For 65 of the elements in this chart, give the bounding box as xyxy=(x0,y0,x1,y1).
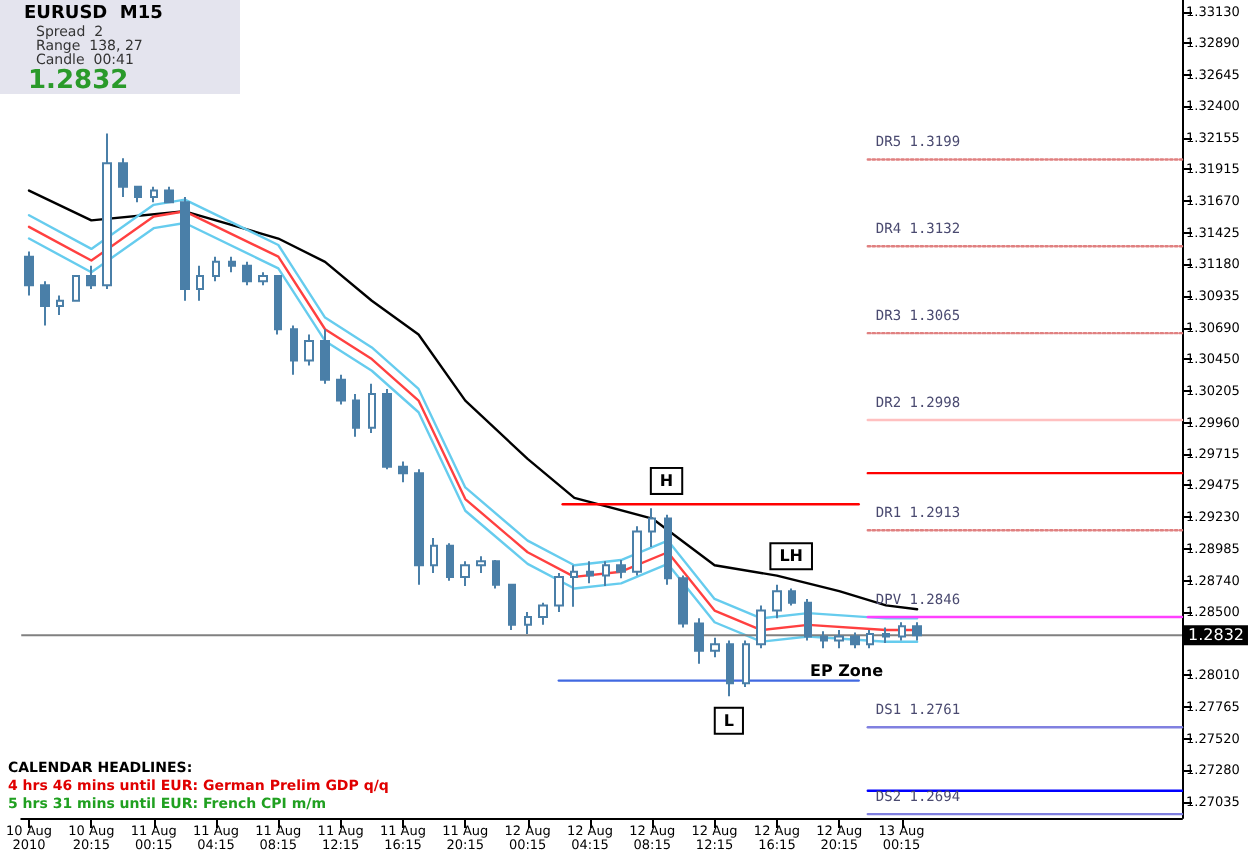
candlestick xyxy=(304,333,314,367)
candlestick xyxy=(24,250,34,297)
candlestick xyxy=(912,621,922,642)
candlestick xyxy=(788,587,796,607)
candlestick xyxy=(134,185,142,204)
candlestick xyxy=(414,468,424,586)
candlestick xyxy=(320,328,330,385)
candlestick xyxy=(492,559,500,590)
candlestick xyxy=(726,639,734,698)
candlestick xyxy=(570,564,578,608)
candlestick xyxy=(664,513,672,586)
candlestick xyxy=(820,630,828,650)
annotation: H xyxy=(659,471,674,490)
candlestick xyxy=(72,275,80,302)
candlestick xyxy=(242,260,252,287)
candlestick xyxy=(648,507,656,549)
candlestick xyxy=(258,271,268,287)
candlestick xyxy=(352,393,360,438)
candlestick xyxy=(150,185,158,204)
candlestick xyxy=(40,280,50,327)
candlestick xyxy=(538,601,548,626)
candlestick xyxy=(508,583,516,632)
ref-line-label: 1.2832 xyxy=(1188,626,1244,645)
candlestick xyxy=(398,460,408,484)
candlestick xyxy=(834,629,844,650)
candlestick xyxy=(850,631,860,650)
candlestick xyxy=(602,560,610,587)
candlestick xyxy=(228,255,236,274)
candlestick xyxy=(180,196,190,302)
candlestick xyxy=(56,294,64,317)
candlestick xyxy=(118,157,128,199)
candlestick xyxy=(586,560,594,585)
annotation: LH xyxy=(779,547,803,566)
candlestick xyxy=(196,264,204,302)
candlestick xyxy=(290,324,298,376)
candlestick xyxy=(382,387,392,471)
candlestick xyxy=(772,583,782,620)
candlestick xyxy=(430,536,438,574)
candlestick xyxy=(524,610,532,635)
candlestick xyxy=(86,264,96,291)
candlestick xyxy=(368,382,376,434)
annotation: L xyxy=(723,711,734,730)
candlestick xyxy=(336,373,346,406)
candlestick xyxy=(102,132,112,291)
candlestick xyxy=(756,604,766,650)
candlestick xyxy=(804,597,812,642)
candlestick xyxy=(678,574,688,629)
candlestick xyxy=(742,639,750,689)
candlestick xyxy=(274,275,282,336)
candlestick xyxy=(164,185,174,204)
candlestick xyxy=(476,555,486,574)
candlestick xyxy=(554,571,564,613)
candlestick xyxy=(212,255,220,283)
candlestick xyxy=(446,542,454,582)
candlestick xyxy=(460,560,470,587)
annotation: 1.2832 xyxy=(28,66,129,96)
candlestick xyxy=(710,636,720,659)
candlestick xyxy=(616,559,626,580)
candlestick xyxy=(898,621,906,642)
annotation: EP Zone xyxy=(810,662,884,680)
candlestick xyxy=(632,525,642,577)
candlestick xyxy=(882,626,890,644)
candlestick xyxy=(694,617,704,665)
chart-title: EURUSD M15 xyxy=(24,4,163,24)
candlestick xyxy=(866,629,874,650)
